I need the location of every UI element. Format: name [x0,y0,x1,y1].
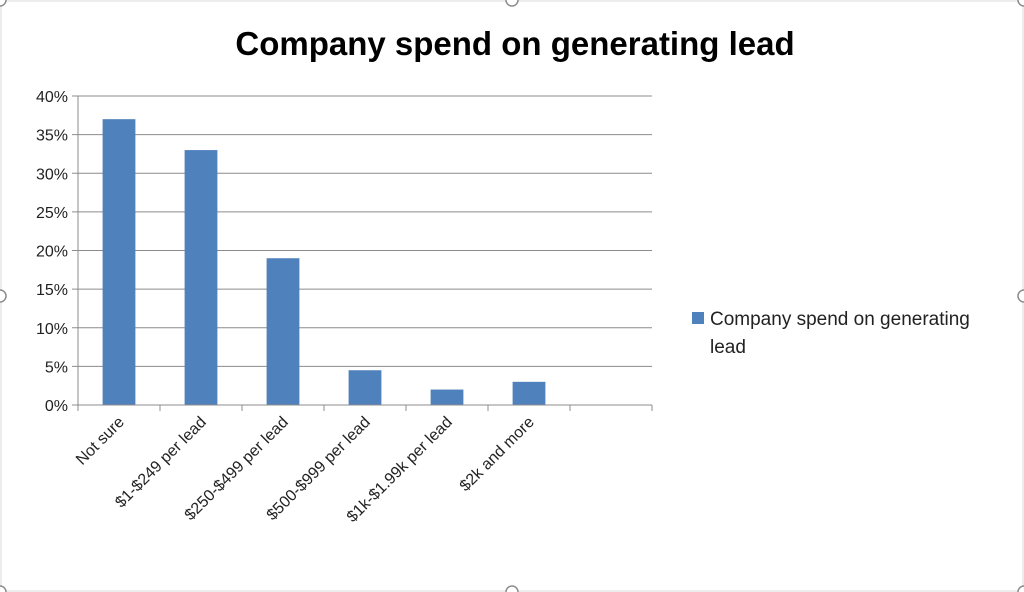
resize-handle-right[interactable] [1017,289,1024,303]
y-tick-label: 25% [36,205,68,222]
y-tick-label: 0% [45,398,68,415]
resize-handle-bottom[interactable] [505,585,519,592]
resize-handle-top[interactable] [505,0,519,7]
bar [184,150,218,405]
y-tick-label: 40% [36,89,68,106]
resize-handle-top-left[interactable] [0,0,7,7]
resize-handle-left[interactable] [0,289,7,303]
bars [102,119,546,406]
y-tick-labels: 0% 5% 10% 15% 20% 25% 30% 35% 40% [36,89,68,415]
y-tick-label: 35% [36,128,68,145]
bar [102,119,136,406]
bar [512,381,546,405]
y-tick-label: 30% [36,166,68,183]
legend-label-line-1: Company spend on generating [710,309,970,330]
gridlines [78,95,652,367]
resize-handle-bottom-right[interactable] [1017,585,1024,592]
resize-handle-top-right[interactable] [1017,0,1024,7]
bar [348,370,382,405]
legend: Company spend on generating lead [692,309,970,358]
bar [266,258,300,405]
legend-label-line-2: lead [710,337,746,358]
y-tick-label: 5% [45,359,68,376]
y-tick-label: 15% [36,282,68,299]
y-tick-label: 10% [36,321,68,338]
bar [430,389,464,405]
chart-title: Company spend on generating lead [235,25,794,62]
resize-handle-bottom-left[interactable] [0,585,7,592]
legend-swatch [692,312,704,324]
y-tick-label: 20% [36,244,68,261]
axes [72,95,653,411]
